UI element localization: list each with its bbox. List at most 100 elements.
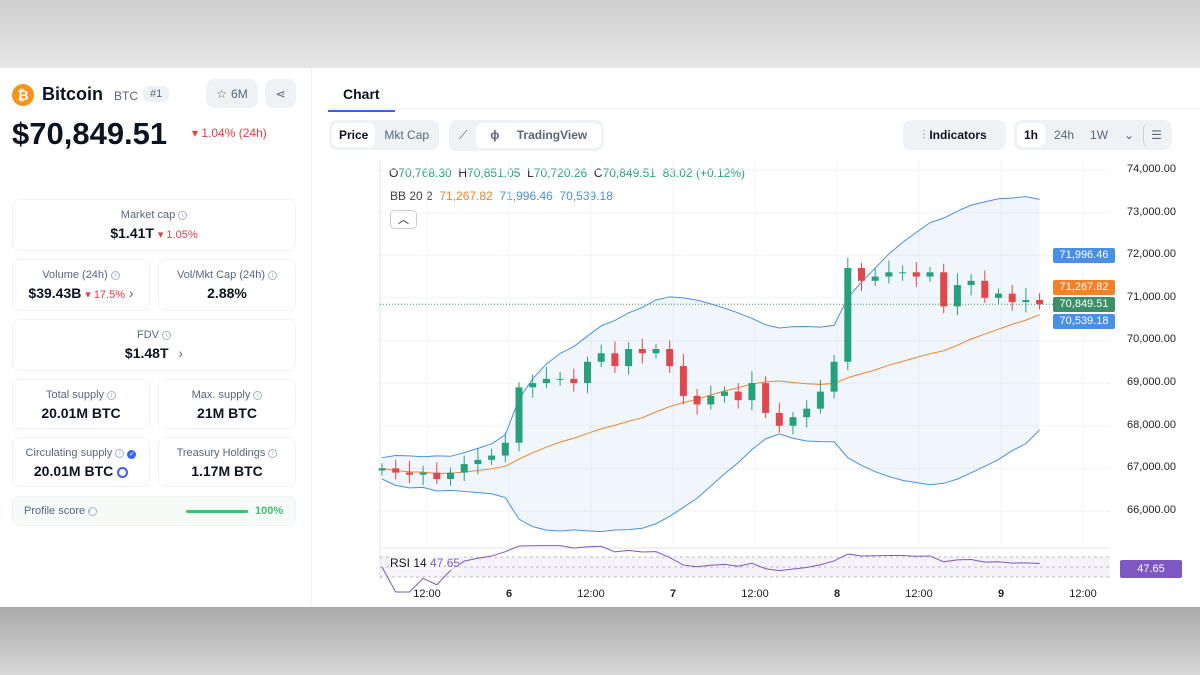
profile-score-card[interactable]: Profile score i 100% <box>12 496 296 526</box>
market-cap-label: Market cap <box>120 209 176 221</box>
info-icon[interactable]: i <box>162 330 171 340</box>
candle-body <box>474 459 482 465</box>
x-tick-label: 12:00 <box>577 588 605 600</box>
y-tick-label: 74,000.00 <box>1127 163 1176 175</box>
coin-summary-panel: ₿ Bitcoin BTC #1 ☆ 6M ⋖ $70,849.51 ▾ 1.04… <box>0 68 312 607</box>
profile-score-value: 100% <box>255 505 284 517</box>
rsi-legend: RSI 14 47.65 <box>390 556 461 570</box>
price-toggle[interactable]: Price <box>332 123 376 147</box>
settings-sliders-icon[interactable]: ☰ <box>1143 123 1169 147</box>
candle-body <box>844 268 852 362</box>
candle-body <box>693 395 701 405</box>
y-tick-label: 68,000.00 <box>1127 418 1176 431</box>
candle-body <box>488 455 496 460</box>
candle-body <box>638 349 646 354</box>
candle-body <box>721 391 728 396</box>
info-icon[interactable]: i <box>268 270 278 280</box>
candle-body <box>1008 293 1016 303</box>
max-supply-label: Max. supply <box>191 389 251 401</box>
share-icon: ⋖ <box>275 86 286 101</box>
info-icon[interactable]: i <box>110 270 120 280</box>
candle-body <box>899 272 907 274</box>
candle-body <box>967 280 975 286</box>
collapse-legend-button[interactable]: ︿ <box>390 210 417 229</box>
candle-body <box>789 417 797 426</box>
tab-chart[interactable]: Chart <box>328 86 395 112</box>
profile-score-fill <box>186 510 248 513</box>
indicators-button[interactable]: ⫶ Indicators <box>903 120 1006 150</box>
treasury-label: Treasury Holdings <box>176 447 266 459</box>
candle-body <box>858 268 865 281</box>
info-icon[interactable]: i <box>178 210 188 220</box>
price-change-value: 1.04% (24h) <box>201 126 267 140</box>
rsi-label: RSI 14 <box>390 556 427 570</box>
y-tick-label: 69,000.00 <box>1127 376 1176 389</box>
vol-mkt-value: 2.88% <box>207 285 247 301</box>
candle-body <box>1022 299 1030 303</box>
candle-body <box>981 280 989 298</box>
max-supply-value: 21M BTC <box>197 405 257 421</box>
watchlist-button[interactable]: ☆ 6M <box>206 79 258 108</box>
price-mktcap-toggle: Price Mkt Cap <box>329 120 440 150</box>
candle-body <box>926 272 934 277</box>
y-tick-label: 66,000.00 <box>1127 503 1176 516</box>
bb-mid-value: 71,267.82 <box>439 189 493 203</box>
info-icon[interactable]: i <box>115 448 125 458</box>
x-tick-label: 7 <box>669 588 677 600</box>
y-tick-label: 71,000.00 <box>1127 290 1176 303</box>
fdv-card[interactable]: FDV i $1.48T › <box>12 319 296 371</box>
candle-body <box>433 472 441 479</box>
volume-value: $39.43B <box>28 285 82 301</box>
chevron-down-icon[interactable]: ⌄ <box>1124 128 1135 142</box>
high-label: H <box>458 166 468 180</box>
volume-change: 17.5% <box>93 289 126 301</box>
candle-body <box>995 293 1002 298</box>
current-price: $70,849.51 <box>12 116 168 151</box>
info-icon[interactable]: i <box>253 390 263 400</box>
indicators-label: Indicators <box>929 128 987 142</box>
x-tick-label: 12:00 <box>741 588 769 600</box>
fdv-value: $1.48T <box>124 345 169 361</box>
candle-body <box>953 285 961 307</box>
candle-body <box>830 361 838 392</box>
candle-body <box>885 272 893 277</box>
candle-body <box>542 378 550 384</box>
coin-symbol: BTC <box>114 89 138 103</box>
info-icon[interactable]: i <box>88 506 98 516</box>
x-tick-label: 12:00 <box>905 588 933 600</box>
market-cap-change: 1.05% <box>166 229 198 241</box>
last-price-tag: 70,849.51 <box>1053 297 1115 312</box>
bollinger-lower-line <box>381 429 1040 533</box>
price-change: ▾ 1.04% (24h) <box>192 126 267 140</box>
fdv-label: FDV <box>137 329 159 341</box>
rank-badge: #1 <box>143 86 170 102</box>
volume-label: Volume (24h) <box>42 269 108 281</box>
bb-lower-value: 70,539.18 <box>559 189 613 203</box>
market-cap-value: $1.41T <box>110 225 154 241</box>
x-tick-label: 9 <box>997 588 1005 600</box>
info-icon[interactable]: i <box>268 448 278 458</box>
total-supply-value: 20.01M BTC <box>41 405 121 421</box>
treasury-value: 1.17M BTC <box>191 463 263 479</box>
candle-body <box>912 272 920 277</box>
range-1w[interactable]: 1W <box>1090 128 1109 142</box>
line-chart-icon[interactable]: ⟋ <box>459 128 468 142</box>
bb-mid-tag: 71,267.82 <box>1053 280 1115 295</box>
range-selector: 1h 24h 1W ⌄ ☰ <box>1014 120 1172 150</box>
mktcap-toggle[interactable]: Mkt Cap <box>384 128 430 142</box>
info-icon[interactable]: i <box>107 390 117 400</box>
share-button[interactable]: ⋖ <box>265 79 296 108</box>
market-cap-card: Market cap i $1.41T ▾ 1.05% <box>12 199 296 251</box>
tradingview-toggle[interactable]: ɸ TradingView <box>476 123 602 148</box>
circulating-value: 20.01M BTC <box>33 463 114 479</box>
candle-body <box>570 378 578 384</box>
candle-body <box>515 387 523 443</box>
volume-card[interactable]: Volume (24h) i $39.43B ▾ 17.5% › <box>12 259 150 311</box>
bb-upper-value: 71,996.46 <box>499 189 553 203</box>
range-24h[interactable]: 24h <box>1054 128 1075 142</box>
verified-icon: ✓ <box>127 450 137 459</box>
rsi-line <box>381 545 1040 593</box>
y-tick-label: 73,000.00 <box>1127 205 1176 218</box>
range-1h[interactable]: 1h <box>1017 123 1046 147</box>
